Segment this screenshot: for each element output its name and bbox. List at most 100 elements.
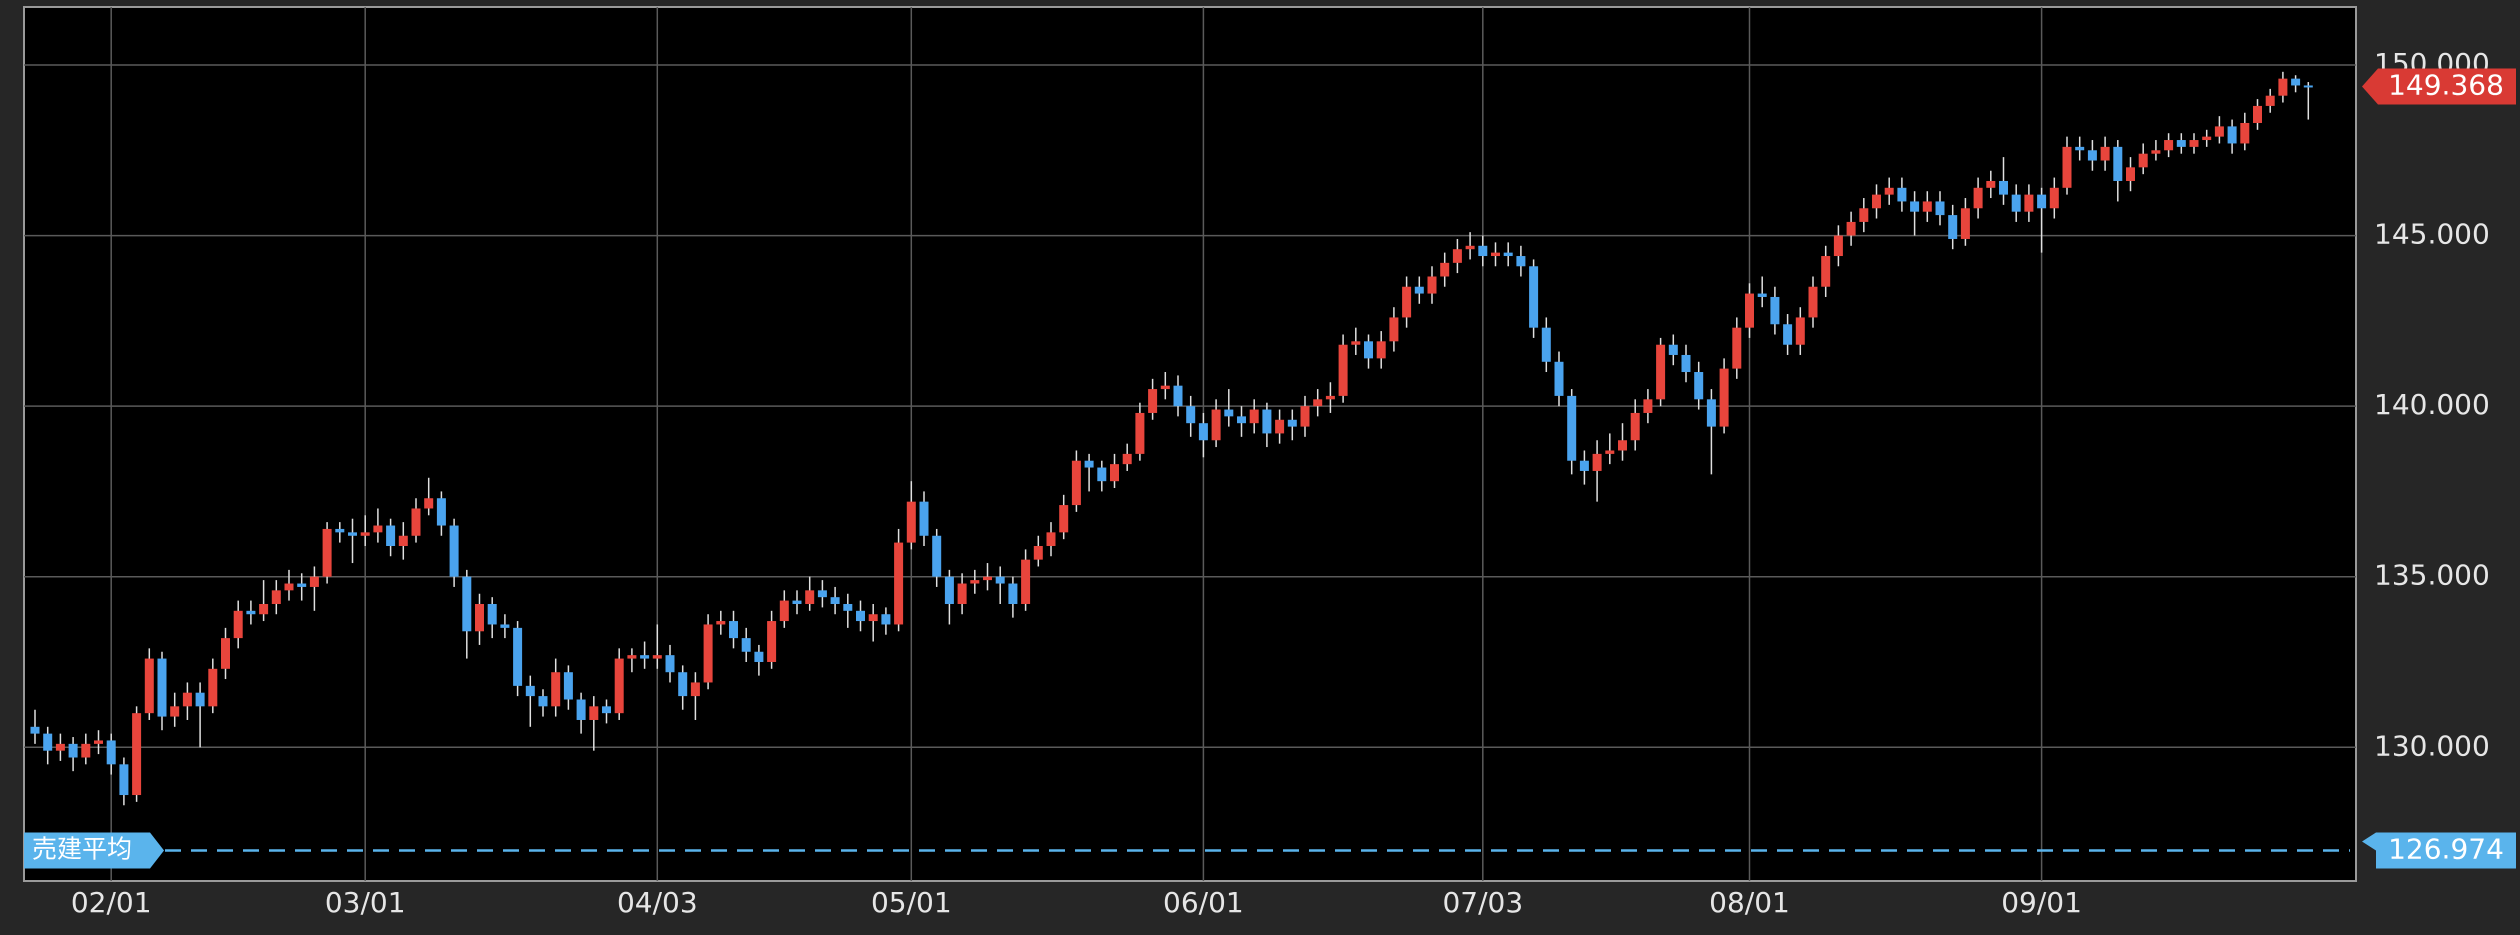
- candle-body: [741, 638, 751, 652]
- candle-body: [551, 672, 561, 707]
- candle-body: [1884, 187, 1894, 195]
- candle-body: [144, 658, 154, 714]
- candle-body: [1275, 419, 1285, 434]
- candle-body: [1414, 286, 1424, 294]
- candle-body: [1935, 201, 1945, 216]
- candle-body: [1541, 327, 1551, 362]
- candle-body: [1300, 406, 1310, 427]
- candle-body: [1656, 344, 1666, 400]
- candle-body: [182, 692, 192, 707]
- candle-body: [906, 501, 916, 543]
- candle-body: [1910, 201, 1920, 212]
- candle-body: [1516, 256, 1526, 267]
- candle-body: [1579, 460, 1589, 471]
- candle-body: [1427, 276, 1437, 294]
- candle-body: [436, 498, 446, 526]
- candle-body: [1795, 317, 1805, 345]
- candle-body: [856, 610, 865, 622]
- candle-body: [513, 627, 523, 686]
- candle-body: [995, 576, 1005, 584]
- candle-body: [1110, 464, 1119, 482]
- candle-body: [1262, 409, 1272, 434]
- candle-body: [1681, 354, 1691, 373]
- candle-body: [1745, 293, 1754, 328]
- candle-body: [2240, 122, 2250, 144]
- candle-body: [246, 610, 256, 615]
- candle-body: [322, 528, 332, 577]
- short-average-label: 売建平均: [32, 835, 132, 864]
- candle-body: [881, 614, 891, 625]
- candle-body: [1948, 215, 1958, 239]
- candle-body: [157, 658, 167, 717]
- short-average-tag: [2362, 832, 2516, 869]
- candle-body: [462, 576, 472, 632]
- candle-body: [1491, 252, 1500, 257]
- candle-body: [335, 528, 345, 533]
- candle-body: [944, 576, 954, 604]
- candle-body: [1325, 395, 1335, 400]
- candle-body: [665, 655, 675, 673]
- candle-body: [1287, 419, 1297, 427]
- candle-body: [1351, 341, 1361, 345]
- candle-body: [1554, 361, 1564, 396]
- candle-body: [970, 580, 980, 584]
- candle-body: [2164, 140, 2174, 151]
- candle-body: [1732, 327, 1742, 369]
- candle-body: [2037, 194, 2047, 209]
- candle-body: [132, 713, 142, 796]
- x-tick-label: 07/03: [1442, 886, 1523, 919]
- candle-body: [1211, 409, 1221, 441]
- candle-body: [1389, 317, 1399, 342]
- candle-body: [1452, 249, 1462, 263]
- candle-body: [1148, 389, 1158, 413]
- candle-body: [1567, 395, 1577, 461]
- candle-body: [1071, 460, 1081, 506]
- candle-body: [957, 583, 967, 604]
- candle-body: [424, 498, 434, 509]
- candle-body: [1338, 344, 1348, 396]
- candle-body: [1046, 532, 1056, 547]
- candle-body: [1033, 546, 1043, 560]
- candle-body: [1503, 252, 1513, 257]
- candle-body: [1173, 385, 1183, 407]
- candle-body: [1846, 221, 1856, 236]
- candle-body: [2214, 126, 2224, 137]
- candle-body: [2024, 194, 2034, 212]
- candle-body: [30, 726, 40, 734]
- x-tick-label: 06/01: [1163, 886, 1244, 919]
- candle-body: [259, 603, 269, 615]
- candle-body: [1122, 453, 1132, 465]
- candle-body: [1986, 180, 1996, 188]
- x-tick-label: 09/01: [2001, 886, 2082, 919]
- y-tick-label: 130.000: [2374, 729, 2490, 762]
- candle-body: [1770, 296, 1780, 325]
- candle-body: [652, 655, 662, 659]
- candle-body: [449, 525, 459, 577]
- x-tick-label: 05/01: [871, 886, 952, 919]
- candle-body: [373, 525, 383, 533]
- candle-body: [1719, 368, 1729, 427]
- candle-body: [2062, 146, 2072, 188]
- candle-body: [2189, 140, 2199, 147]
- candle-body: [576, 699, 586, 720]
- short-average-value: 126.974: [2388, 833, 2504, 866]
- candle-body: [1097, 467, 1107, 482]
- short-average-left-tag: [24, 832, 164, 869]
- candle-body: [1376, 341, 1386, 359]
- candle-body: [1706, 399, 1716, 427]
- candle-body: [2291, 78, 2301, 86]
- candle-body: [2227, 126, 2237, 144]
- candle-body: [1643, 399, 1653, 413]
- candle-body: [297, 583, 307, 587]
- candle-body: [1059, 505, 1069, 533]
- candle-body: [1973, 187, 1983, 209]
- candle-body: [195, 692, 205, 707]
- candle-body: [2151, 150, 2161, 154]
- candle-body: [360, 532, 370, 536]
- candle-body: [1135, 412, 1145, 454]
- candle-body: [386, 525, 396, 547]
- candle-body: [1364, 341, 1373, 359]
- candle-body: [729, 621, 738, 639]
- x-tick-label: 04/03: [617, 886, 698, 919]
